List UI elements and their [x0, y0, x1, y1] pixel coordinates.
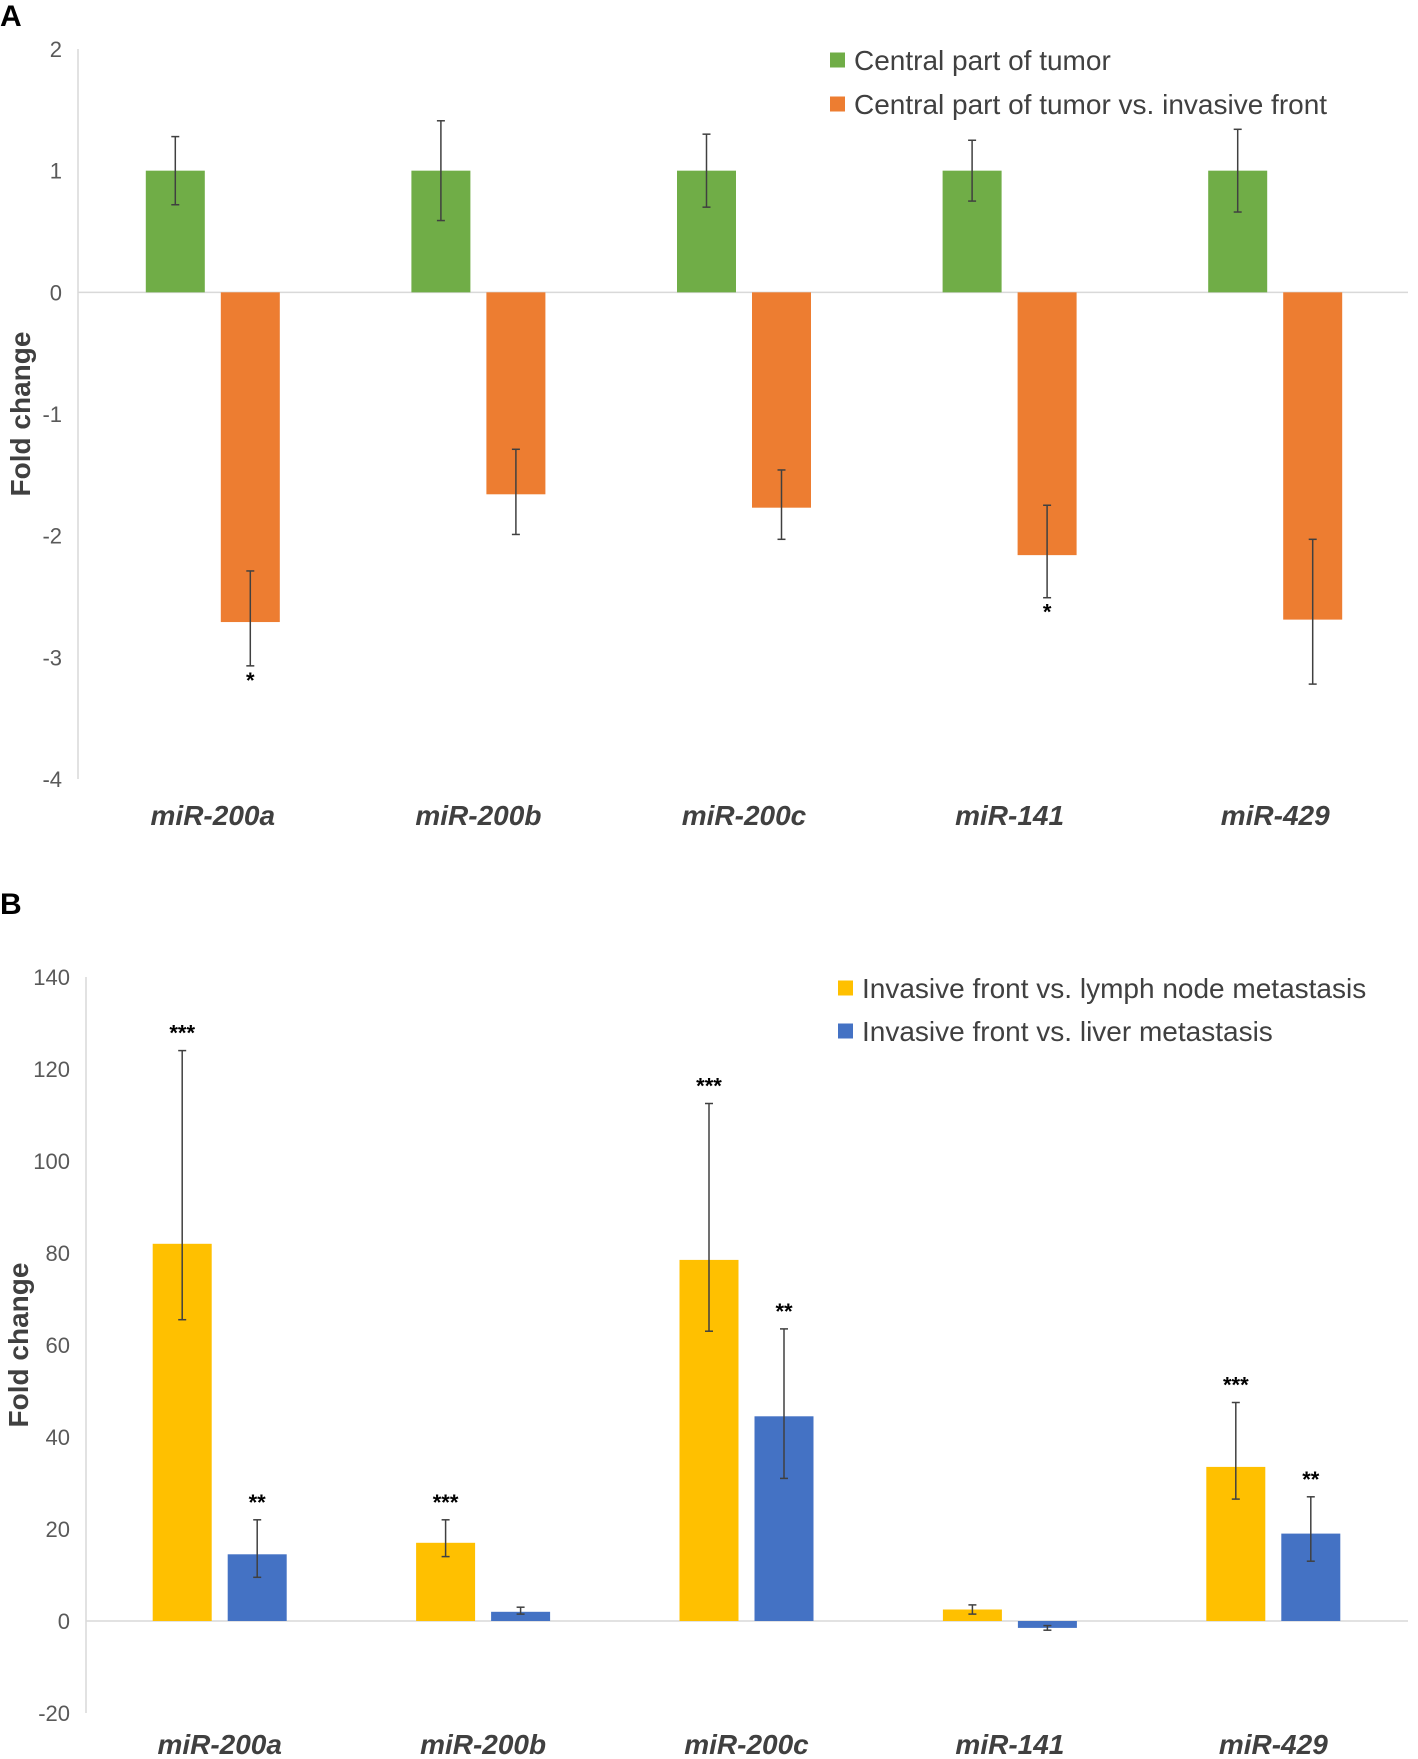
y-tick-label: 0 — [58, 1609, 70, 1634]
significance-label: ** — [1302, 1467, 1320, 1492]
bar-b-s1-miR-141 — [1017, 1621, 1077, 1628]
legend-label: Central part of tumor vs. invasive front — [854, 89, 1327, 120]
bar-b-s1-miR-200b — [491, 1611, 551, 1621]
y-tick-label: 140 — [33, 965, 70, 990]
legend-swatch — [830, 96, 845, 112]
y-tick-label: 0 — [50, 280, 62, 305]
legend-label: Invasive front vs. lymph node metastasis — [862, 973, 1366, 1004]
y-axis-label: Fold change — [5, 332, 36, 497]
legend-swatch — [838, 980, 853, 996]
y-tick-label: 120 — [33, 1057, 70, 1082]
legend-swatch — [838, 1023, 853, 1039]
legend-swatch — [830, 52, 845, 68]
x-tick-label: miR-429 — [1221, 800, 1330, 831]
x-tick-label: miR-200c — [684, 1729, 809, 1759]
x-tick-label: miR-141 — [955, 800, 1064, 831]
y-tick-label: 40 — [46, 1425, 70, 1450]
panel-label-b: B — [0, 888, 22, 921]
significance-label: * — [246, 668, 255, 693]
legend-label: Central part of tumor — [854, 45, 1111, 76]
significance-label: *** — [433, 1490, 459, 1515]
y-axis-label: Fold change — [3, 1263, 34, 1428]
y-tick-label: 2 — [50, 37, 62, 62]
x-tick-label: miR-200a — [157, 1729, 282, 1759]
significance-label: *** — [169, 1021, 195, 1046]
x-tick-label: miR-200b — [415, 800, 541, 831]
y-tick-label: 60 — [46, 1333, 70, 1358]
significance-label: *** — [696, 1074, 722, 1099]
y-tick-label: -20 — [38, 1701, 70, 1726]
bar-a-s1-miR-200a — [220, 292, 280, 623]
x-tick-label: miR-429 — [1219, 1729, 1328, 1759]
x-tick-label: miR-141 — [955, 1729, 1064, 1759]
y-tick-label: 20 — [46, 1517, 70, 1542]
x-tick-label: miR-200c — [682, 800, 807, 831]
panel-label-a: A — [0, 0, 22, 33]
y-tick-label: -3 — [42, 645, 62, 670]
x-tick-label: miR-200b — [420, 1729, 546, 1759]
legend-label: Invasive front vs. liver metastasis — [862, 1016, 1273, 1047]
y-tick-label: -1 — [42, 402, 62, 427]
y-tick-label: -2 — [42, 524, 62, 549]
significance-label: ** — [775, 1299, 793, 1324]
significance-label: *** — [1223, 1373, 1249, 1398]
significance-label: * — [1043, 600, 1052, 625]
y-tick-label: 100 — [33, 1149, 70, 1174]
x-tick-label: miR-200a — [151, 800, 276, 831]
bar-b-s0-miR-141 — [942, 1609, 1002, 1621]
y-tick-label: 1 — [50, 159, 62, 184]
y-tick-label: -4 — [42, 767, 62, 792]
chart-a: 2 1 0 -1 -2 -3 -4 Fold change * miR-200a miR-200b m… — [5, 37, 1408, 831]
y-tick-label: 80 — [46, 1241, 70, 1266]
significance-label: ** — [249, 1490, 267, 1515]
